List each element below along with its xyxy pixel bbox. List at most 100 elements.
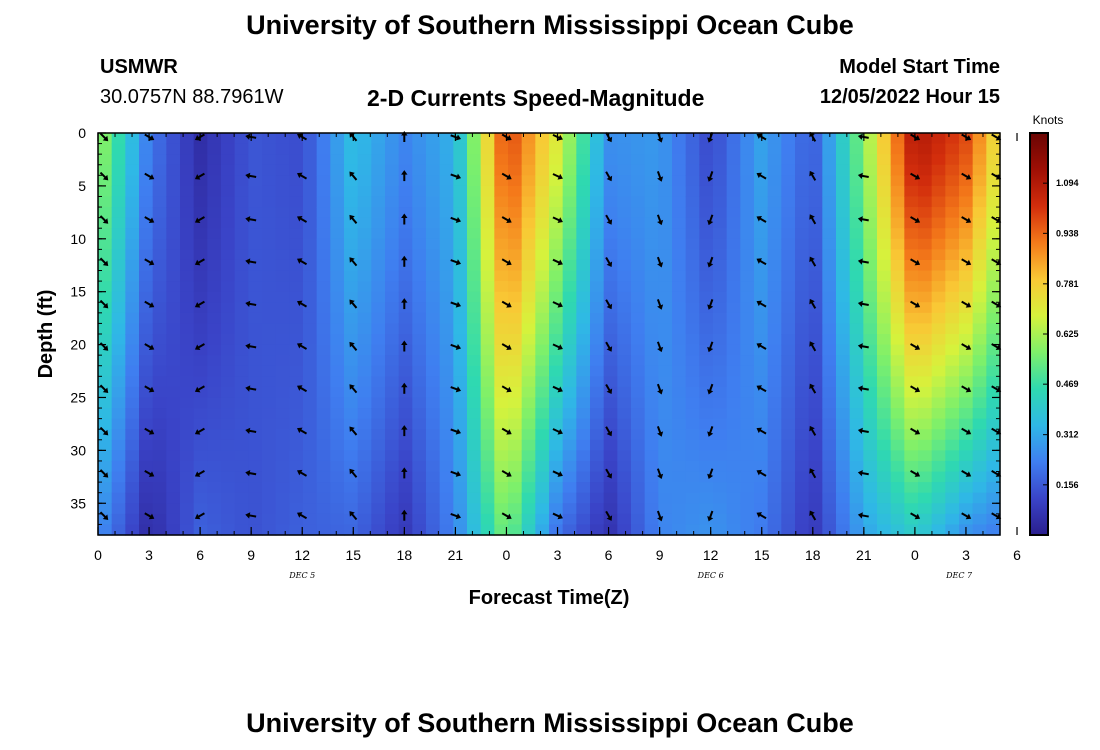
heatmap-cell bbox=[781, 249, 796, 261]
heatmap-cell bbox=[480, 492, 495, 504]
heatmap-cell bbox=[740, 471, 755, 483]
heatmap-cell bbox=[849, 164, 864, 176]
heatmap-cell bbox=[480, 376, 495, 388]
heatmap-cell bbox=[549, 376, 564, 388]
heatmap-cell bbox=[754, 228, 769, 240]
heatmap-cell bbox=[398, 429, 413, 441]
heatmap-cell bbox=[439, 386, 454, 399]
current-arrow bbox=[809, 341, 817, 352]
heatmap-cell bbox=[836, 228, 851, 240]
heatmap-cell bbox=[289, 228, 304, 240]
current-arrow bbox=[961, 172, 972, 180]
heatmap-cell bbox=[781, 334, 796, 346]
heatmap-cell bbox=[754, 217, 769, 229]
heatmap-cell bbox=[180, 471, 195, 483]
heatmap-cell bbox=[303, 228, 318, 240]
heatmap-cell bbox=[426, 365, 441, 377]
heatmap-cell bbox=[699, 397, 714, 409]
heatmap-cell bbox=[740, 259, 755, 272]
heatmap-cell bbox=[262, 323, 277, 335]
heatmap-cell bbox=[439, 408, 454, 420]
current-arrow bbox=[450, 301, 462, 308]
heatmap-cell bbox=[344, 492, 359, 504]
heatmap-cell bbox=[289, 386, 304, 399]
heatmap-cell bbox=[521, 175, 536, 187]
heatmap-cell bbox=[125, 249, 140, 261]
heatmap-cell bbox=[863, 185, 878, 198]
heatmap-cell bbox=[767, 460, 782, 473]
heatmap-cell bbox=[726, 312, 741, 325]
heatmap-cell bbox=[344, 207, 359, 219]
heatmap-cell bbox=[494, 439, 509, 451]
heatmap-cell bbox=[316, 492, 331, 504]
heatmap-cell bbox=[316, 238, 331, 250]
heatmap-cell bbox=[617, 323, 632, 335]
heatmap-cell bbox=[412, 503, 427, 515]
heatmap-cell bbox=[836, 408, 851, 420]
heatmap-cell bbox=[371, 460, 386, 473]
heatmap-cell bbox=[330, 376, 345, 388]
heatmap-cell bbox=[685, 439, 700, 451]
heatmap-cell bbox=[986, 365, 1001, 377]
heatmap-cell bbox=[357, 143, 372, 155]
heatmap-cell bbox=[726, 281, 741, 293]
heatmap-cell bbox=[972, 143, 987, 155]
heatmap-cell bbox=[357, 386, 372, 399]
heatmap-cell bbox=[631, 175, 646, 187]
heatmap-cell bbox=[139, 482, 154, 494]
heatmap-cell bbox=[193, 503, 208, 515]
heatmap-cell bbox=[139, 376, 154, 388]
heatmap-cell bbox=[918, 482, 933, 494]
heatmap-cell bbox=[344, 365, 359, 377]
heatmap-cell bbox=[754, 513, 769, 526]
current-arrow bbox=[857, 427, 869, 434]
heatmap-cell bbox=[275, 281, 290, 293]
heatmap-cell bbox=[275, 164, 290, 176]
heatmap-cell bbox=[672, 259, 687, 272]
heatmap-cell bbox=[904, 429, 919, 441]
current-arrow bbox=[450, 513, 462, 520]
current-arrow bbox=[245, 172, 257, 179]
heatmap-cell bbox=[139, 524, 154, 536]
heatmap-cell bbox=[467, 185, 482, 198]
heatmap-cell bbox=[385, 355, 400, 367]
heatmap-cell bbox=[767, 196, 782, 208]
heatmap-cell bbox=[180, 418, 195, 430]
heatmap-cell bbox=[904, 143, 919, 155]
heatmap-cell bbox=[904, 228, 919, 240]
heatmap-cell bbox=[453, 175, 468, 187]
heatmap-cell bbox=[467, 164, 482, 176]
heatmap-cell bbox=[740, 418, 755, 430]
heatmap-cell bbox=[412, 365, 427, 377]
heatmap-cell bbox=[521, 217, 536, 229]
heatmap-cell bbox=[535, 439, 550, 451]
heatmap-cell bbox=[467, 133, 482, 145]
heatmap-cell bbox=[98, 164, 113, 176]
heatmap-cell bbox=[508, 185, 523, 198]
heatmap-cell bbox=[371, 207, 386, 219]
heatmap-cell bbox=[699, 270, 714, 282]
heatmap-cell bbox=[357, 164, 372, 176]
heatmap-cell bbox=[98, 450, 113, 462]
heatmap-cell bbox=[672, 291, 687, 303]
heatmap-cell bbox=[590, 217, 605, 229]
heatmap-cell bbox=[836, 397, 851, 409]
heatmap-cell bbox=[371, 471, 386, 483]
heatmap-cell bbox=[726, 217, 741, 229]
heatmap-cell bbox=[248, 249, 263, 261]
heatmap-cell bbox=[576, 513, 591, 526]
heatmap-cell bbox=[412, 228, 427, 240]
heatmap-cell bbox=[685, 228, 700, 240]
heatmap-cell bbox=[316, 228, 331, 240]
heatmap-cell bbox=[713, 344, 728, 356]
heatmap-cell bbox=[617, 270, 632, 282]
heatmap-cell bbox=[631, 207, 646, 219]
heatmap-cell bbox=[754, 418, 769, 430]
heatmap-cell bbox=[521, 376, 536, 388]
heatmap-cell bbox=[590, 228, 605, 240]
heatmap-cell bbox=[849, 228, 864, 240]
heatmap-cell bbox=[207, 133, 222, 145]
heatmap-cell bbox=[316, 281, 331, 293]
heatmap-cell bbox=[98, 513, 113, 526]
